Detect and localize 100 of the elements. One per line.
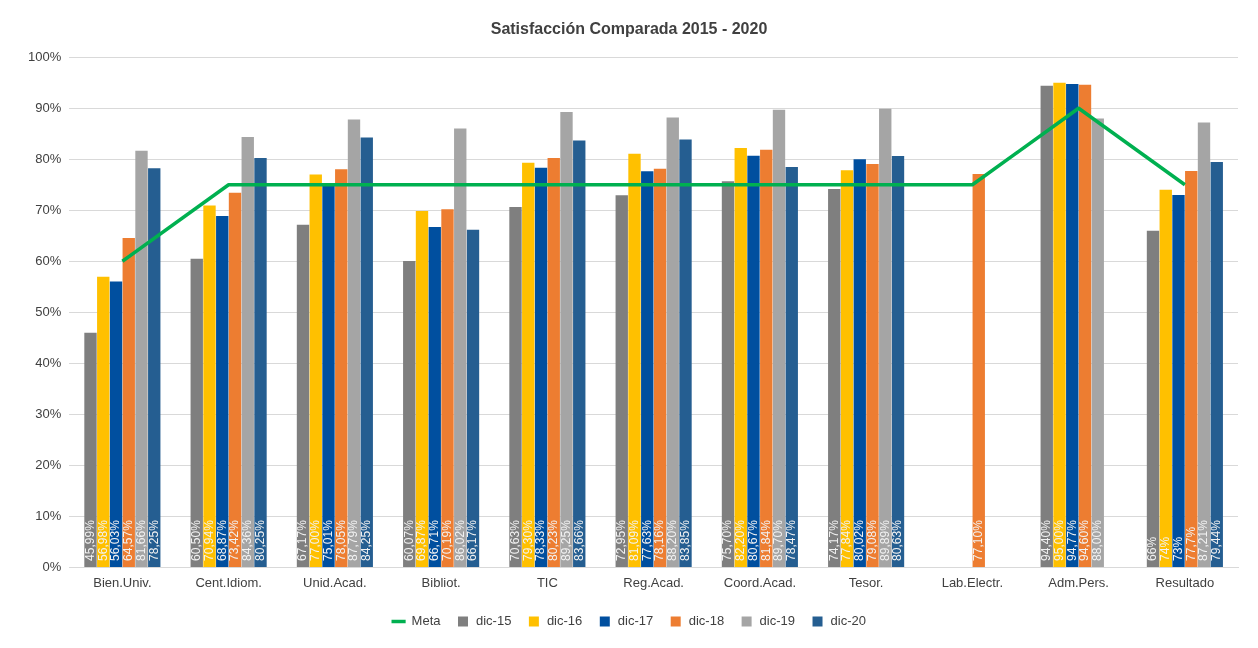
bar — [335, 169, 348, 567]
bar — [454, 128, 467, 567]
bar — [216, 216, 229, 567]
data-label: 79,08% — [864, 519, 879, 561]
x-tick-label: TIC — [536, 574, 558, 590]
bar — [296, 224, 310, 567]
legend-label: dic-18 — [688, 613, 725, 629]
data-label: 80,23% — [546, 519, 561, 561]
bar — [403, 260, 416, 567]
bar — [747, 155, 760, 567]
data-label: 78,25% — [146, 519, 161, 561]
data-label: 77,63% — [639, 519, 654, 561]
legend-label: dic-20 — [830, 613, 866, 629]
data-label: 89,89% — [877, 519, 892, 561]
y-tick-label: 90% — [35, 99, 62, 115]
data-label: 67,17% — [295, 519, 310, 561]
bar — [135, 150, 148, 567]
bar — [190, 258, 203, 567]
bar — [1078, 84, 1092, 567]
y-tick-label: 0% — [42, 558, 62, 574]
legend-label: dic-19 — [759, 613, 796, 629]
bar — [228, 192, 242, 567]
chart-title: Satisfacción Comparada 2015 - 2020 — [490, 20, 768, 38]
y-tick-label: 40% — [35, 354, 62, 370]
data-label: 73,42% — [227, 519, 242, 561]
data-label: 70,94% — [201, 519, 216, 561]
y-tick-label: 10% — [35, 507, 62, 523]
bar — [972, 174, 985, 567]
data-label: 81,84% — [758, 519, 773, 561]
data-label: 66% — [1145, 536, 1160, 561]
bar — [628, 153, 641, 567]
data-label: 84,36% — [240, 519, 255, 561]
bar — [109, 281, 123, 567]
bar — [1210, 162, 1223, 567]
data-label: 70,63% — [507, 519, 522, 561]
data-label: 80,63% — [890, 519, 905, 561]
bar — [734, 148, 747, 567]
data-label: 64,57% — [121, 519, 136, 561]
y-tick-label: 50% — [35, 303, 62, 319]
x-tick-label: Cent.Idiom. — [195, 574, 262, 590]
data-label: 84,25% — [359, 519, 374, 561]
bar — [679, 139, 692, 567]
bar — [760, 149, 773, 567]
bar — [891, 156, 905, 567]
legend-label: dic-17 — [617, 613, 654, 629]
x-tick-label: Lab.Electr. — [941, 574, 1004, 590]
y-tick-label: 30% — [35, 405, 62, 421]
data-label: 74,17% — [826, 519, 841, 561]
x-tick-label: Tesor. — [848, 574, 884, 590]
data-label: 94,60% — [1077, 519, 1092, 561]
x-tick-label: Coord.Acad. — [723, 574, 797, 590]
data-label: 74% — [1158, 536, 1173, 561]
bar — [84, 332, 97, 567]
bar — [1053, 82, 1066, 567]
y-tick-label: 80% — [35, 150, 62, 166]
data-label: 77,84% — [839, 519, 854, 561]
bar — [1066, 83, 1079, 567]
data-label: 68,87% — [214, 519, 229, 561]
bar — [1172, 194, 1185, 567]
data-label: 77,7% — [1183, 526, 1198, 561]
bar — [853, 159, 866, 567]
bar — [653, 168, 667, 567]
y-tick-label: 60% — [35, 252, 62, 268]
bar — [560, 112, 573, 567]
bar — [509, 207, 522, 567]
bar — [828, 188, 841, 567]
data-label: 83,66% — [571, 519, 586, 561]
bar — [1091, 118, 1104, 567]
bar — [641, 171, 654, 567]
bar — [428, 227, 441, 567]
data-label: 81,09% — [626, 519, 641, 561]
x-tick-label: Unid.Acad. — [303, 574, 367, 590]
data-label: 83,85% — [677, 519, 692, 561]
bar — [573, 140, 586, 567]
data-label: 56,98% — [95, 519, 110, 561]
data-label: 82,20% — [733, 519, 748, 561]
x-tick-label: Adm.Pers. — [1048, 574, 1109, 590]
bar — [1185, 170, 1198, 567]
bar — [347, 119, 361, 567]
bar — [840, 170, 854, 567]
data-label: 79,44% — [1209, 519, 1224, 561]
data-label: 89,70% — [771, 519, 786, 561]
data-label: 75,70% — [720, 519, 735, 561]
data-label: 66,17% — [465, 519, 480, 561]
bar — [772, 109, 786, 567]
bar — [1197, 122, 1211, 567]
legend-label: dic-16 — [546, 613, 583, 629]
bar — [666, 117, 679, 567]
data-label: 80,02% — [852, 519, 867, 561]
bar — [97, 276, 110, 567]
data-label: 86,02% — [452, 519, 467, 561]
data-label: 87,79% — [346, 519, 361, 561]
data-label: 60,07% — [401, 519, 416, 561]
data-label: 88,00% — [1090, 519, 1105, 561]
data-label: 60,50% — [189, 519, 204, 561]
x-tick-label: Bien.Univ. — [93, 574, 152, 590]
bar — [360, 137, 373, 567]
data-label: 77,10% — [971, 519, 986, 561]
bar — [547, 158, 560, 567]
bar — [1040, 85, 1053, 567]
